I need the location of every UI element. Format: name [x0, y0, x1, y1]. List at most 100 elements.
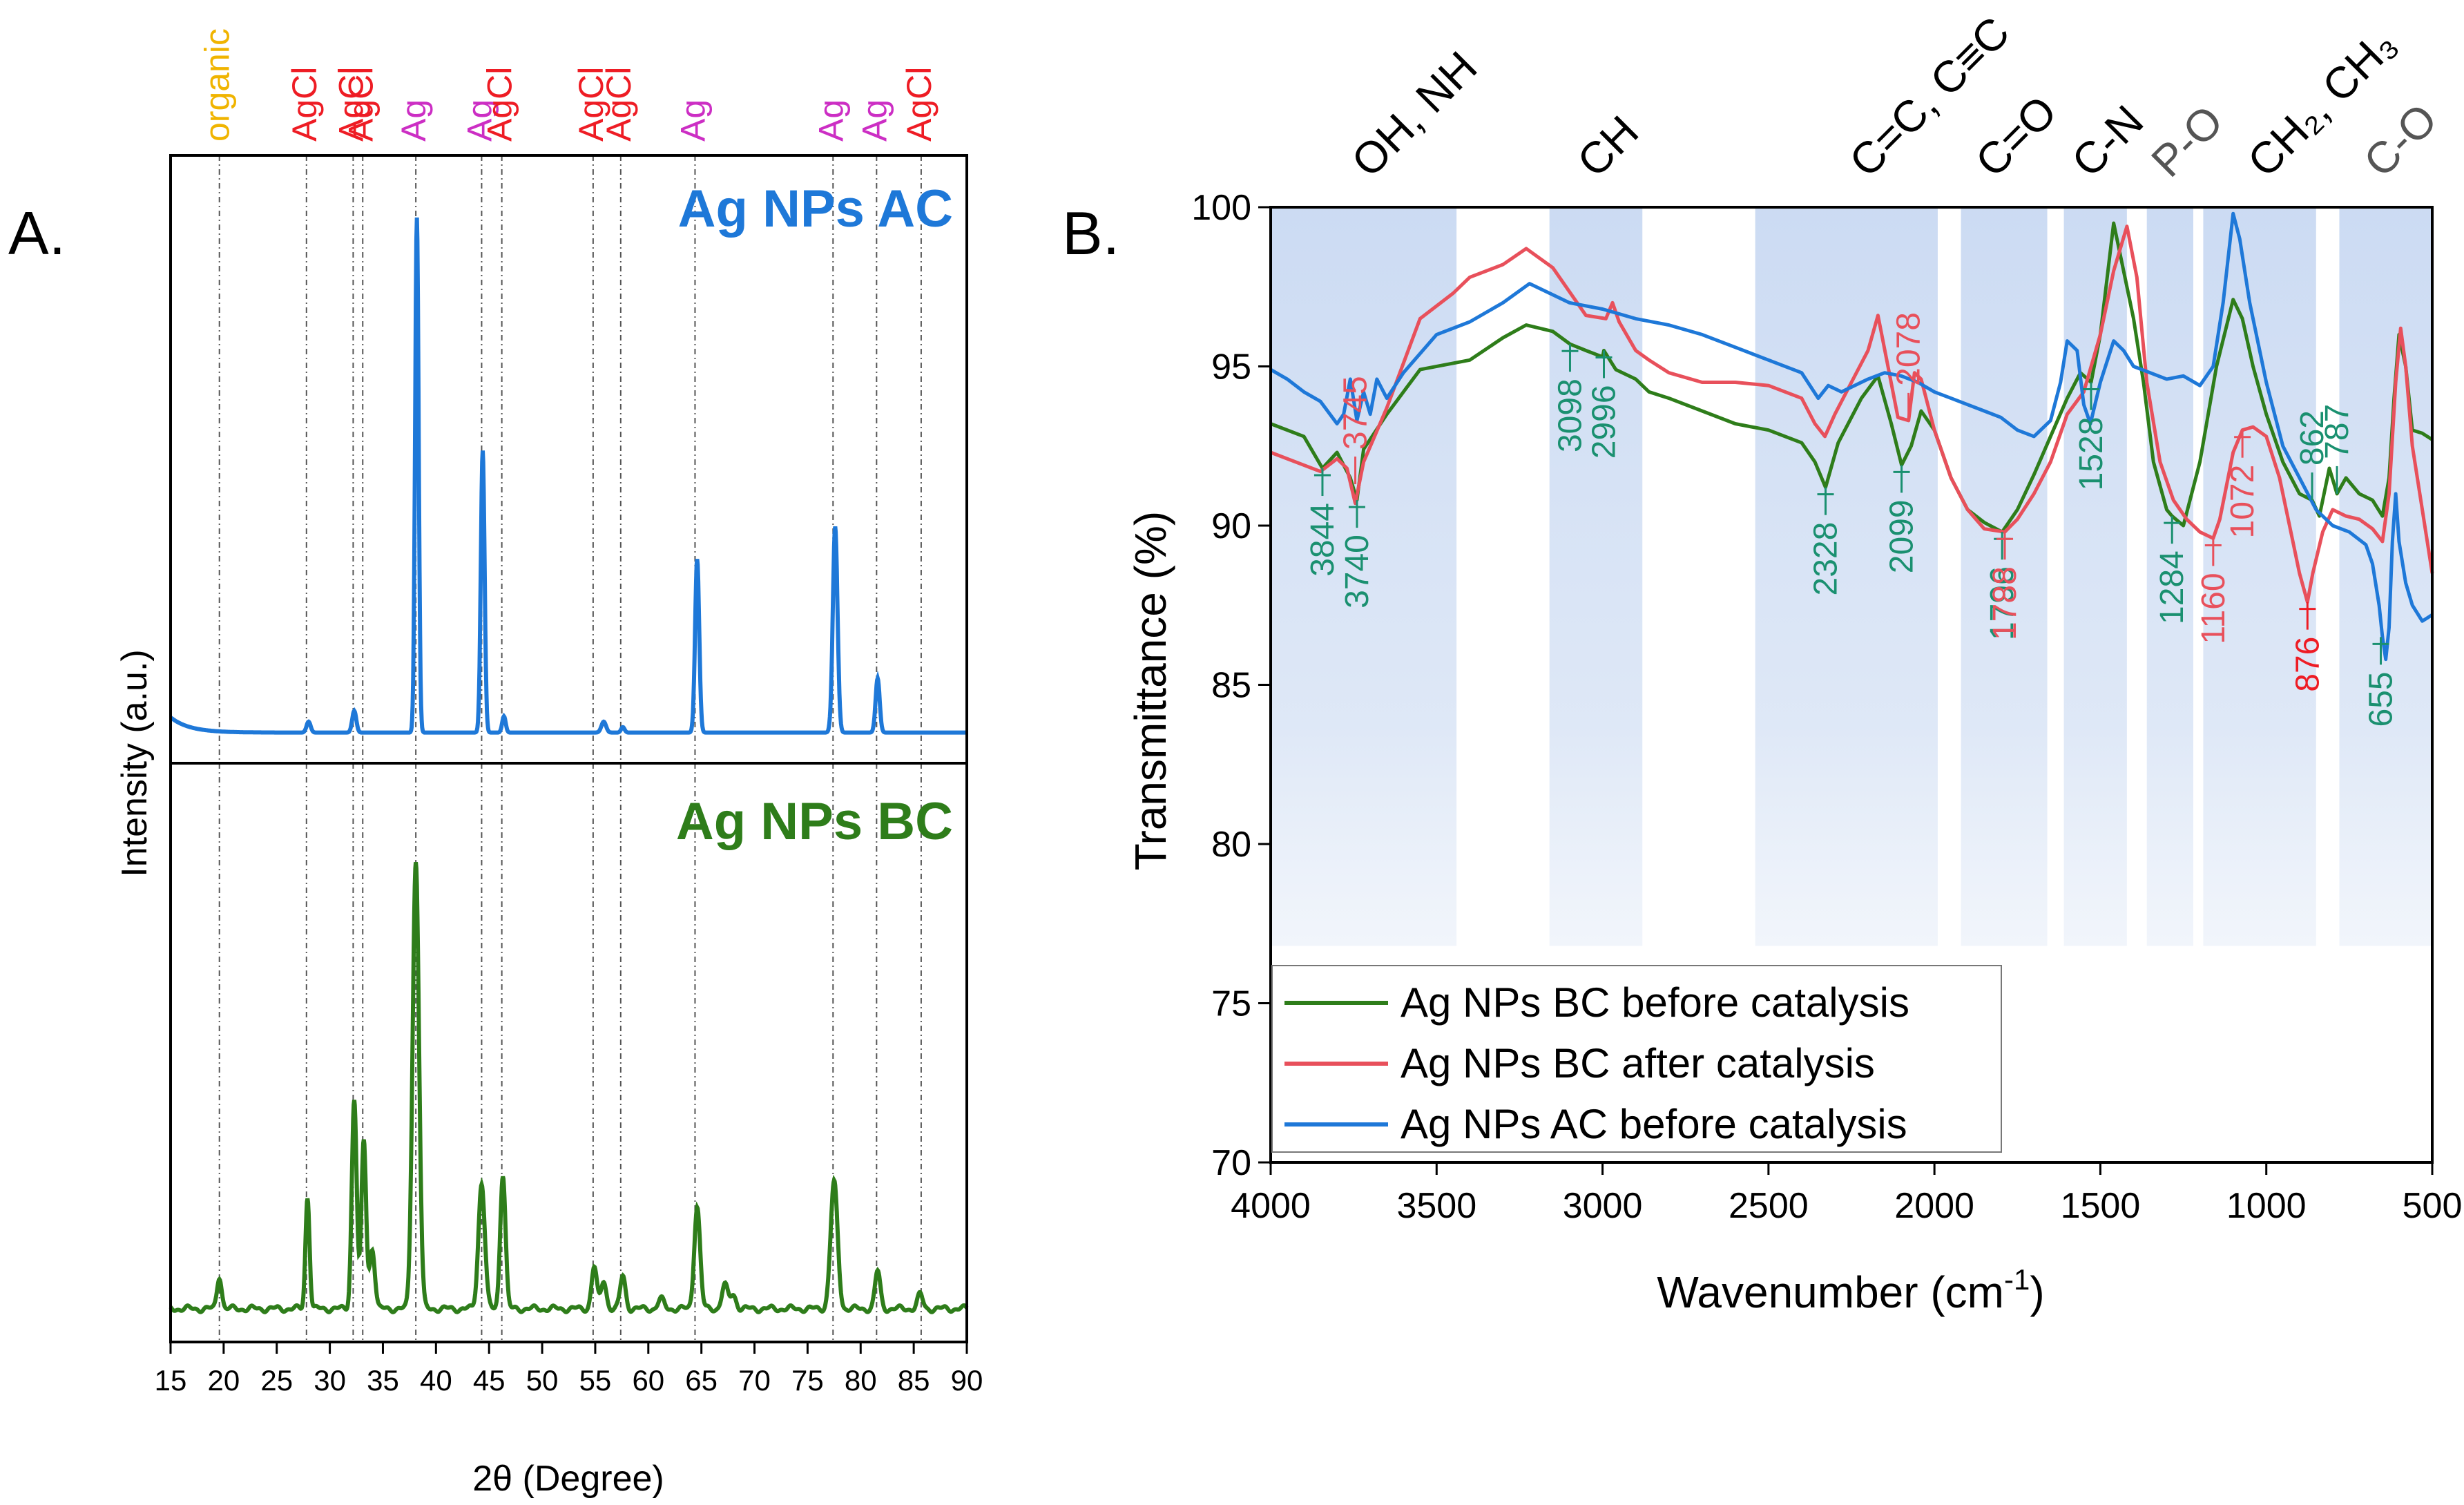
peak-label: 3098: [1552, 378, 1588, 452]
xrd-x-axis-label: 2θ (Degree): [472, 1459, 664, 1499]
xrd-curves: [169, 217, 969, 1314]
reference-label: AgCl: [285, 67, 324, 142]
band-region: [1549, 207, 1643, 946]
y-tick-label: 100: [1191, 188, 1251, 228]
peak-label: 1528: [2073, 417, 2110, 491]
peak-label: 1160: [2195, 573, 2232, 644]
peak-label: 3844: [1305, 503, 1341, 577]
peak-annotation: 1788: [1987, 532, 2023, 640]
x-tick-label: 65: [685, 1364, 718, 1397]
y-tick-label: 75: [1211, 984, 1251, 1024]
peak-annotation: 3745: [1338, 376, 1374, 485]
x-tick-label: 15: [155, 1364, 187, 1397]
xrd-x-ticks: 15 20 25 30 35 40 45 50 55 60 65 70 75 80 85 90: [155, 1342, 983, 1397]
peak-label: 787: [2319, 404, 2356, 459]
xrd-series-line: [169, 862, 969, 1314]
x-tick-label: 35: [367, 1364, 399, 1397]
x-tick-label: 85: [898, 1364, 930, 1397]
reference-label: Ag: [394, 99, 433, 142]
peak-annotation: 876: [2289, 602, 2326, 692]
band-region: [2146, 207, 2193, 946]
ftir-x-ticks: 4000 3500 3000 2500 2000 1500 1000 500: [1231, 1162, 2462, 1226]
peak-label: 1788: [1987, 566, 2023, 640]
ftir-y-ticks: 70 75 80 85 90 95 100: [1191, 188, 1271, 1183]
band-region: [2063, 207, 2127, 946]
peak-label: 2996: [1586, 385, 1622, 459]
peak-annotation: 1528: [2073, 382, 2110, 491]
x-tick-label: 70: [738, 1364, 771, 1397]
reference-label: AgCl: [599, 67, 638, 142]
peak-annotation: 1796: [1984, 532, 2021, 640]
peak-annotation: 862: [2294, 410, 2331, 501]
band-region: [1961, 207, 2048, 946]
panel-b-label: B.: [1062, 199, 1119, 267]
x-tick-label: 90: [951, 1364, 983, 1397]
peak-label: 2078: [1891, 312, 1927, 386]
band-region: [2339, 207, 2432, 946]
peak-annotation: 655: [2363, 637, 2400, 727]
reference-label: Ag: [811, 99, 850, 142]
x-tick-label: 80: [845, 1364, 877, 1397]
xrd-plot-frame-top: [169, 154, 968, 765]
x-tick-label: 25: [260, 1364, 293, 1397]
ftir-series-line: [1269, 211, 2434, 662]
peak-annotation: 3740: [1339, 500, 1376, 608]
reference-label: AgCl: [900, 67, 939, 142]
peak-annotation: 787: [2319, 404, 2356, 494]
peak-annotation: 2996: [1586, 350, 1622, 459]
band-region: [1755, 207, 1938, 946]
xrd-series-line: [169, 217, 967, 735]
reference-label: Ag: [855, 99, 894, 142]
y-tick-label: 90: [1211, 506, 1251, 546]
x-tick-label: 50: [526, 1364, 559, 1397]
x-tick-label: 45: [473, 1364, 506, 1397]
reference-label: AgCl: [331, 67, 370, 142]
legend-label: Ag NPs BC before catalysis: [1401, 979, 1909, 1026]
x-tick-label: 60: [632, 1364, 664, 1397]
peak-label: 655: [2363, 671, 2400, 727]
panel-b-ftir: B. OH, NH CH C=C, C≡CC=OC-NP-O CH₂, CH₃C-O …: [1062, 7, 2462, 1317]
reference-label: AgCl: [341, 67, 380, 142]
band-region: [1271, 207, 1457, 946]
peak-label: 862: [2294, 410, 2331, 466]
y-tick-label: 70: [1211, 1143, 1251, 1183]
reference-label: Ag: [673, 99, 712, 142]
ftir-y-axis-label: Transmittance (%): [1126, 511, 1175, 870]
reference-label: AgCl: [481, 67, 519, 142]
ftir-curves: [1269, 211, 2434, 662]
xrd-series-label-ac: Ag NPs AC: [678, 180, 953, 238]
ftir-x-axis-label: Wavenumber (cm-1): [1657, 1263, 2044, 1317]
reference-label: AgCl: [572, 67, 610, 142]
panel-a-label: A.: [8, 199, 66, 267]
reference-label: Ag: [460, 99, 499, 142]
legend-label: Ag NPs AC before catalysis: [1401, 1101, 1907, 1147]
peak-label: 2099: [1884, 499, 1921, 573]
xrd-plot-frame-bottom: [169, 762, 968, 1343]
x-tick-label: 2500: [1729, 1186, 1809, 1226]
x-tick-label: 40: [420, 1364, 452, 1397]
band-label: C-N: [2062, 96, 2153, 186]
peak-annotation: 1284: [2154, 516, 2191, 624]
x-tick-label: 4000: [1231, 1186, 1311, 1226]
y-tick-label: 80: [1211, 825, 1251, 865]
y-tick-label: 85: [1211, 666, 1251, 706]
peak-label: 3740: [1339, 535, 1376, 608]
x-tick-label: 1500: [2061, 1186, 2141, 1226]
band-region: [2203, 207, 2316, 946]
band-label: P-O: [2141, 96, 2232, 186]
peak-label: 876: [2289, 637, 2326, 692]
band-label: C-O: [2354, 94, 2447, 186]
band-label: C=O: [1966, 86, 2066, 186]
peak-label: 3745: [1338, 376, 1374, 450]
peak-annotation: 1072: [2224, 430, 2261, 539]
reference-label: organic: [198, 28, 237, 142]
peak-annotation: 1160: [2195, 538, 2232, 644]
peak-label: 1072: [2224, 465, 2261, 539]
x-tick-label: 30: [314, 1364, 346, 1397]
peak-label: 1284: [2154, 550, 2191, 624]
x-tick-label: 75: [791, 1364, 824, 1397]
y-tick-label: 95: [1211, 347, 1251, 387]
xrd-series-label-bc: Ag NPs BC: [676, 792, 953, 851]
